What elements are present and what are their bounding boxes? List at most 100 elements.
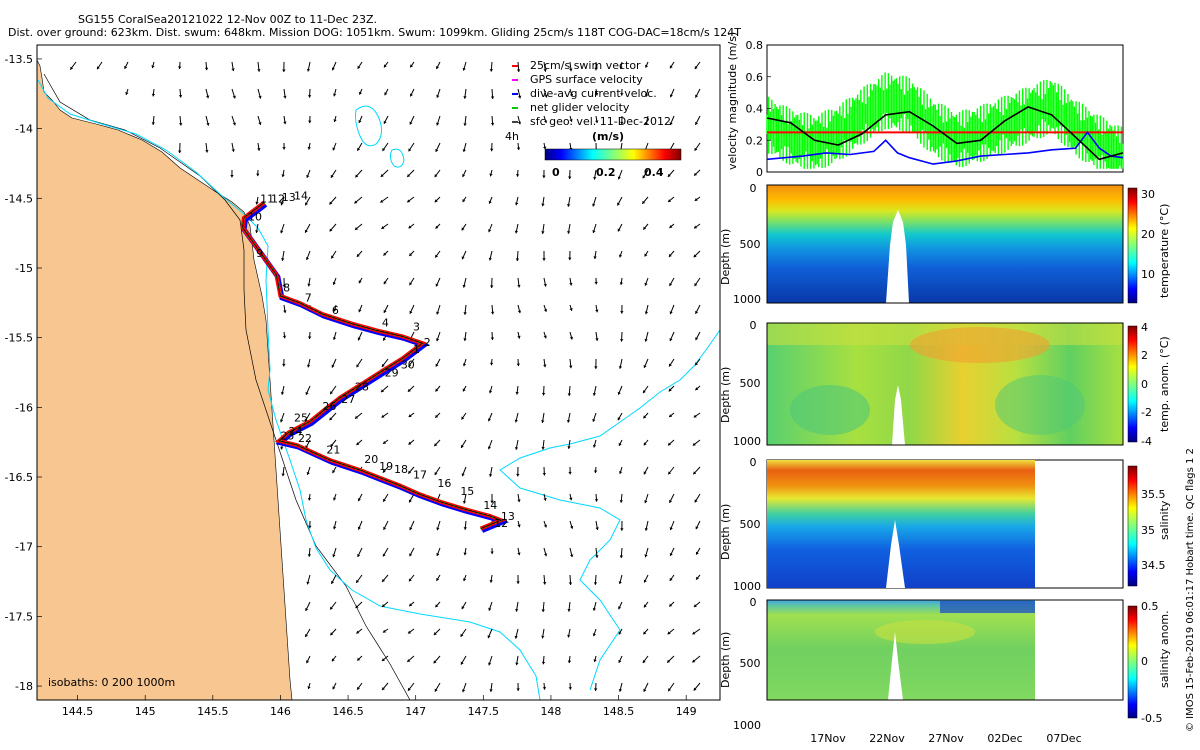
dive-label: 2 [424, 336, 431, 349]
velocity-arrow-head [617, 228, 621, 232]
colorbar-tick-0: 0 [552, 166, 560, 179]
temperature-gap [886, 210, 909, 303]
velocity-arrow-head [282, 335, 287, 339]
temp-anomaly-colorbar-label: temp. anom. (°C) [1158, 336, 1171, 432]
salinity-anomaly-gap [888, 632, 903, 700]
geostrophic-velocity-field [69, 61, 701, 693]
velocity-arrow-head [151, 122, 156, 125]
velocity-arrow-head [307, 497, 312, 501]
date-tick-22nov: 22Nov [869, 732, 905, 745]
velocity-arrow-head [407, 687, 411, 691]
velocity-arrow-head [356, 364, 360, 368]
velocity-arrow-head [544, 94, 548, 98]
velocity-arrow-head [643, 390, 646, 394]
salinity-anomaly-ytick-500: 500 [740, 657, 761, 670]
velocity-arrow-head [383, 309, 387, 313]
velocity-arrow-head [569, 336, 574, 340]
velocity-arrow-head [408, 470, 412, 474]
colorbar-tick-2: 0.4 [644, 166, 664, 179]
velocity-arrow-head [461, 416, 465, 420]
velocity-arrow-head [382, 603, 386, 607]
velocity-arrow-head [669, 577, 673, 581]
velocity-arrow-head [516, 581, 520, 584]
velocity-arrow-head [669, 225, 673, 228]
velocity-arrow-head [307, 95, 312, 98]
velocity-arrow-head [644, 253, 648, 257]
temp-anomaly-cool-patch-2 [995, 375, 1085, 435]
velocity-arrow-head [435, 604, 439, 608]
salinity-colorbar-label: salinity [1158, 500, 1171, 540]
velocity-arrow-head [434, 199, 438, 203]
velocity-arrow-head [668, 688, 672, 692]
velocity-arrow-head [543, 146, 547, 150]
temp-anomaly-ytick-0: 0 [750, 319, 757, 332]
velocity-arrow-head [567, 608, 571, 612]
velocity-arrow-head [463, 578, 467, 582]
velocity-arrow-head [408, 363, 412, 367]
velocity-arrow-head [643, 604, 647, 608]
velocity-arrow-head [669, 363, 672, 367]
velocity-arrow-head [355, 174, 359, 178]
velocity-arrow-head [541, 609, 545, 612]
dive-label: 24 [289, 425, 303, 438]
reef-outline [355, 105, 382, 147]
velocity-arrow-head [642, 175, 646, 179]
velocity-arrow-head [383, 526, 387, 530]
velocity-arrow-head [358, 119, 362, 123]
velocity-arrow-head [643, 226, 647, 230]
velocity-arrow-head [408, 414, 412, 418]
velocity-arrow-head [543, 524, 548, 528]
velocity-arrow-head [618, 631, 622, 635]
velocity-arrow-head [462, 174, 466, 178]
velocity-arrow-head [383, 252, 387, 256]
velocity-arrow-head [330, 606, 333, 610]
salinity-anomaly-ytick-1000: 1000 [733, 719, 761, 732]
velocity-arrow-head [644, 554, 648, 558]
glider-track [240, 200, 510, 533]
velocity-arrow-head [408, 630, 412, 634]
sfc-geo-velocity-line [766, 106, 1124, 161]
salinity-anomaly-ytick-0: 0 [750, 596, 757, 609]
velocity-arrow-head [514, 447, 519, 450]
velocity-arrow-head [515, 202, 519, 206]
velocity-arrow-head [281, 258, 285, 261]
velocity-arrow-head [541, 661, 546, 665]
dive-label: 4 [382, 317, 389, 330]
velocity-arrow-head [333, 308, 337, 312]
velocity-arrow-head [462, 363, 467, 367]
velocity-arrow-head [618, 471, 623, 474]
velocity-arrow-head [569, 554, 574, 558]
velocity-arrow-head [329, 228, 333, 232]
map-ytick-label: -13.5 [5, 53, 33, 66]
velocity-arrow-head [568, 687, 572, 690]
velocity-arrow-head [668, 199, 672, 203]
temperature-ytick-500: 500 [740, 238, 761, 251]
dive-label: 3 [413, 321, 420, 334]
velocity-arrow-head [592, 392, 597, 396]
velocity-arrow-head [205, 149, 209, 153]
velocity-arrow-head [357, 147, 361, 151]
velocity-arrow-head [642, 659, 646, 663]
dive-label: 11 [260, 192, 274, 205]
dive-label: 13 [501, 510, 515, 523]
velocity-arrow-head [643, 631, 647, 635]
dive-label: 12 [271, 192, 285, 205]
velocity-arrow-head [618, 366, 623, 369]
velocity-arrow-head [255, 201, 259, 205]
dive-label: 6 [332, 304, 339, 317]
velocity-arrow-head [667, 173, 671, 177]
velocity-arrow-head [542, 175, 546, 179]
velocity-arrow-head [515, 608, 519, 612]
velocity-arrow-head [407, 173, 411, 177]
velocity-arrow-head [382, 629, 386, 633]
velocity-arrow-head [381, 414, 385, 418]
velocity-arrow-head [383, 337, 386, 341]
velocity-arrow-head [693, 604, 697, 607]
velocity-arrow-head [258, 122, 262, 125]
velocity-arrow-head [593, 470, 598, 474]
velocity-arrow-head [151, 65, 155, 69]
velocity-arrow-head [306, 68, 311, 72]
date-tick-07dec: 07Dec [1046, 732, 1081, 745]
temp-anomaly-cbar-tick-4: 4 [1141, 321, 1148, 334]
velocity-arrow-head [357, 337, 361, 341]
